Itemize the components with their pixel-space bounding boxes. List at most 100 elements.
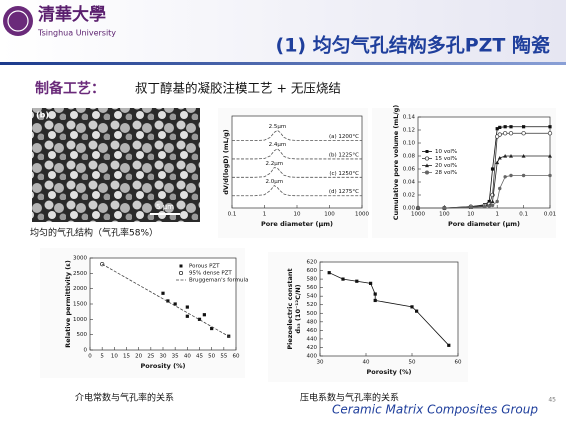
x-tick-label: 10: [467, 212, 474, 218]
x-tick-label: 50: [409, 360, 416, 366]
series-line: [418, 175, 550, 209]
marker: [373, 292, 377, 296]
marker: [548, 125, 552, 129]
peak-label: 2.5μm: [269, 124, 287, 130]
marker: [202, 313, 206, 317]
x-axis-label: Pore diameter (μm): [261, 220, 333, 228]
y-tick-label: 0.10: [403, 141, 416, 147]
x-tick-label: 1000: [355, 212, 369, 218]
x-tick-label: 55: [220, 354, 227, 360]
process-label: 制备工艺：: [35, 80, 105, 97]
marker: [495, 127, 499, 131]
x-tick-label: 1: [263, 212, 267, 218]
sem-image: [32, 108, 200, 222]
marker: [415, 309, 419, 313]
plot-frame: [89, 257, 237, 351]
series-label: (d) 1275°C: [329, 189, 359, 195]
legend-label: 95% dense PZT: [189, 271, 232, 277]
x-tick-label: 40: [363, 360, 370, 366]
marker: [503, 154, 508, 158]
marker: [166, 299, 170, 303]
marker: [490, 199, 495, 204]
marker: [548, 154, 552, 158]
legend-swatch: [425, 150, 429, 153]
plot-frame: [319, 261, 459, 357]
marker: [521, 173, 526, 178]
logo-ring: [7, 10, 29, 32]
x-tick-label: 30: [160, 354, 167, 360]
x-tick-label: 50: [208, 354, 215, 360]
series-line: [232, 129, 362, 141]
marker: [161, 291, 165, 295]
x-tick-label: 35: [172, 354, 179, 360]
peak-label: 2.2μm: [265, 161, 283, 167]
y-tick-label: 400: [307, 354, 318, 360]
x-tick-label: 1000: [411, 212, 425, 218]
y-axis-label: Relative permittivity (ε): [64, 260, 72, 348]
y-tick-label: 600: [307, 268, 318, 274]
y-tick-label: 2500: [73, 271, 87, 277]
legend-swatch: [424, 156, 430, 161]
marker: [482, 205, 487, 209]
marker: [490, 167, 495, 171]
y-tick-label: 3000: [73, 256, 87, 262]
y-axis-label: dV/d(logD) (mL/g): [222, 129, 230, 195]
y-tick-label: 500: [77, 332, 88, 338]
x-tick-label: 100: [439, 212, 450, 218]
y-tick-label: 620: [307, 260, 318, 266]
marker: [548, 173, 552, 178]
footer-group: Ceramic Matrix Composites Group: [332, 403, 538, 417]
y-tick-label: 500: [307, 311, 318, 317]
x-tick-label: 20: [135, 354, 142, 360]
y-tick-label: 2000: [73, 286, 87, 292]
x-tick-label: 5: [100, 354, 104, 360]
y-tick-label: 0.04: [403, 180, 416, 186]
x-tick-label: 25: [147, 354, 154, 360]
marker: [447, 343, 451, 347]
peak-label: 2.0μm: [265, 179, 283, 185]
legend-label: 10 vol%: [435, 149, 457, 155]
header-rule: [0, 62, 566, 65]
marker: [410, 305, 414, 309]
legend-swatch: [178, 270, 184, 276]
x-tick-label: 60: [233, 354, 240, 360]
legend-label: 15 vol%: [435, 156, 457, 162]
y-tick-label: 1000: [73, 317, 87, 323]
marker: [497, 155, 502, 160]
y-tick-label: 560: [307, 285, 318, 291]
x-tick-label: 0.1: [519, 212, 528, 218]
marker: [497, 132, 502, 137]
marker: [509, 154, 514, 158]
y-tick-label: 0.00: [403, 206, 416, 212]
legend-label: Porous PZT: [189, 264, 220, 270]
marker: [487, 204, 491, 208]
legend-label: Bruggeman's formula: [189, 278, 248, 284]
marker: [442, 206, 447, 210]
series-line: [232, 148, 362, 160]
x-tick-label: 0.1: [228, 212, 237, 218]
legend-swatch: [424, 170, 430, 175]
marker: [373, 298, 377, 303]
marker: [197, 317, 202, 321]
y-tick-label: 0.08: [403, 154, 416, 160]
marker: [522, 125, 526, 129]
marker: [502, 131, 508, 136]
series-line: [101, 263, 232, 339]
marker: [509, 173, 513, 178]
x-tick-label: 60: [455, 360, 462, 366]
marker: [509, 125, 513, 129]
y-tick-label: 0: [84, 348, 88, 354]
marker: [185, 314, 189, 318]
marker: [521, 154, 526, 158]
scale-bar-label: 5 μm: [156, 203, 174, 211]
x-tick-label: 100: [324, 212, 335, 218]
marker: [487, 199, 491, 204]
marker: [185, 305, 189, 309]
marker: [495, 160, 500, 165]
marker: [173, 302, 177, 306]
x-tick-label: 1: [495, 212, 499, 218]
caption: 压电系数与气孔率的关系: [300, 392, 399, 404]
y-tick-label: 1500: [73, 302, 87, 308]
x-tick-label: 30: [317, 360, 324, 366]
